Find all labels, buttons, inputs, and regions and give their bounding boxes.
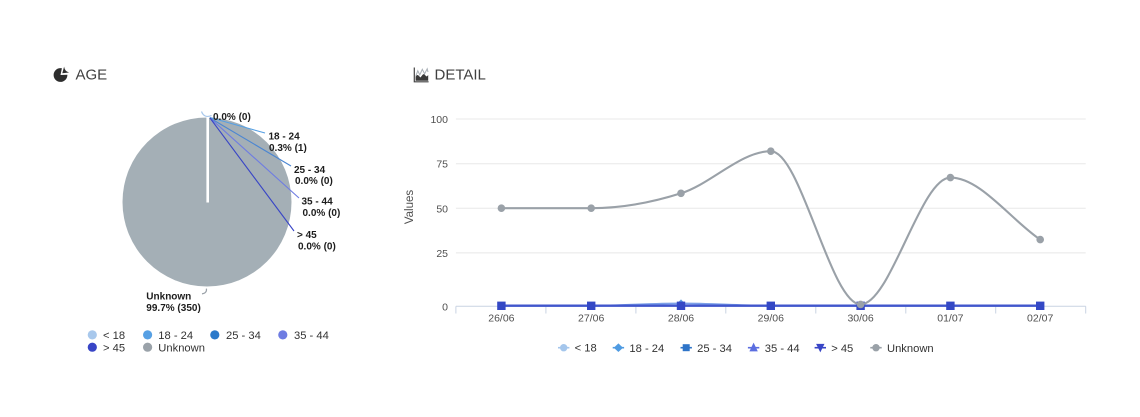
svg-text:DETAIL: DETAIL bbox=[435, 67, 486, 84]
svg-text:26/06: 26/06 bbox=[488, 313, 514, 325]
svg-text:Unknown: Unknown bbox=[158, 343, 205, 355]
svg-text:0: 0 bbox=[442, 301, 448, 313]
svg-text:25 - 34: 25 - 34 bbox=[226, 330, 261, 342]
svg-text:< 18: < 18 bbox=[103, 330, 125, 342]
svg-text:35 - 44: 35 - 44 bbox=[765, 343, 800, 355]
svg-text:> 45: > 45 bbox=[831, 343, 853, 355]
svg-text:Unknown: Unknown bbox=[887, 343, 934, 355]
svg-text:01/07: 01/07 bbox=[937, 313, 963, 325]
svg-text:25 - 34: 25 - 34 bbox=[294, 165, 326, 176]
svg-text:Unknown: Unknown bbox=[146, 291, 191, 302]
svg-text:50: 50 bbox=[436, 203, 448, 215]
svg-text:AGE: AGE bbox=[76, 67, 108, 84]
svg-text:18 - 24: 18 - 24 bbox=[158, 330, 193, 342]
svg-text:35 - 44: 35 - 44 bbox=[294, 330, 329, 342]
svg-text:0.0% (0): 0.0% (0) bbox=[295, 176, 333, 187]
svg-text:> 45: > 45 bbox=[103, 343, 125, 355]
svg-text:25: 25 bbox=[436, 248, 448, 260]
svg-text:75: 75 bbox=[436, 159, 448, 171]
svg-text:Values: Values bbox=[404, 190, 416, 225]
svg-text:0.3% (1): 0.3% (1) bbox=[269, 143, 307, 154]
svg-text:02/07: 02/07 bbox=[1027, 313, 1053, 325]
svg-text:0.0% (0): 0.0% (0) bbox=[298, 241, 336, 252]
svg-text:< 18: < 18 bbox=[575, 343, 597, 355]
svg-text:99.7% (350): 99.7% (350) bbox=[146, 303, 200, 314]
svg-text:18 - 24: 18 - 24 bbox=[629, 343, 664, 355]
svg-text:> 45: > 45 bbox=[297, 230, 317, 241]
svg-text:27/06: 27/06 bbox=[578, 313, 604, 325]
svg-text:28/06: 28/06 bbox=[668, 313, 694, 325]
svg-text:100: 100 bbox=[430, 114, 448, 126]
svg-text:35 - 44: 35 - 44 bbox=[302, 197, 334, 208]
svg-text:18 - 24: 18 - 24 bbox=[269, 132, 301, 143]
svg-text:25 - 34: 25 - 34 bbox=[697, 343, 732, 355]
svg-text:0.0% (0): 0.0% (0) bbox=[213, 112, 251, 123]
svg-text:0.0% (0): 0.0% (0) bbox=[303, 208, 341, 219]
svg-text:30/06: 30/06 bbox=[847, 313, 873, 325]
svg-text:29/06: 29/06 bbox=[758, 313, 784, 325]
